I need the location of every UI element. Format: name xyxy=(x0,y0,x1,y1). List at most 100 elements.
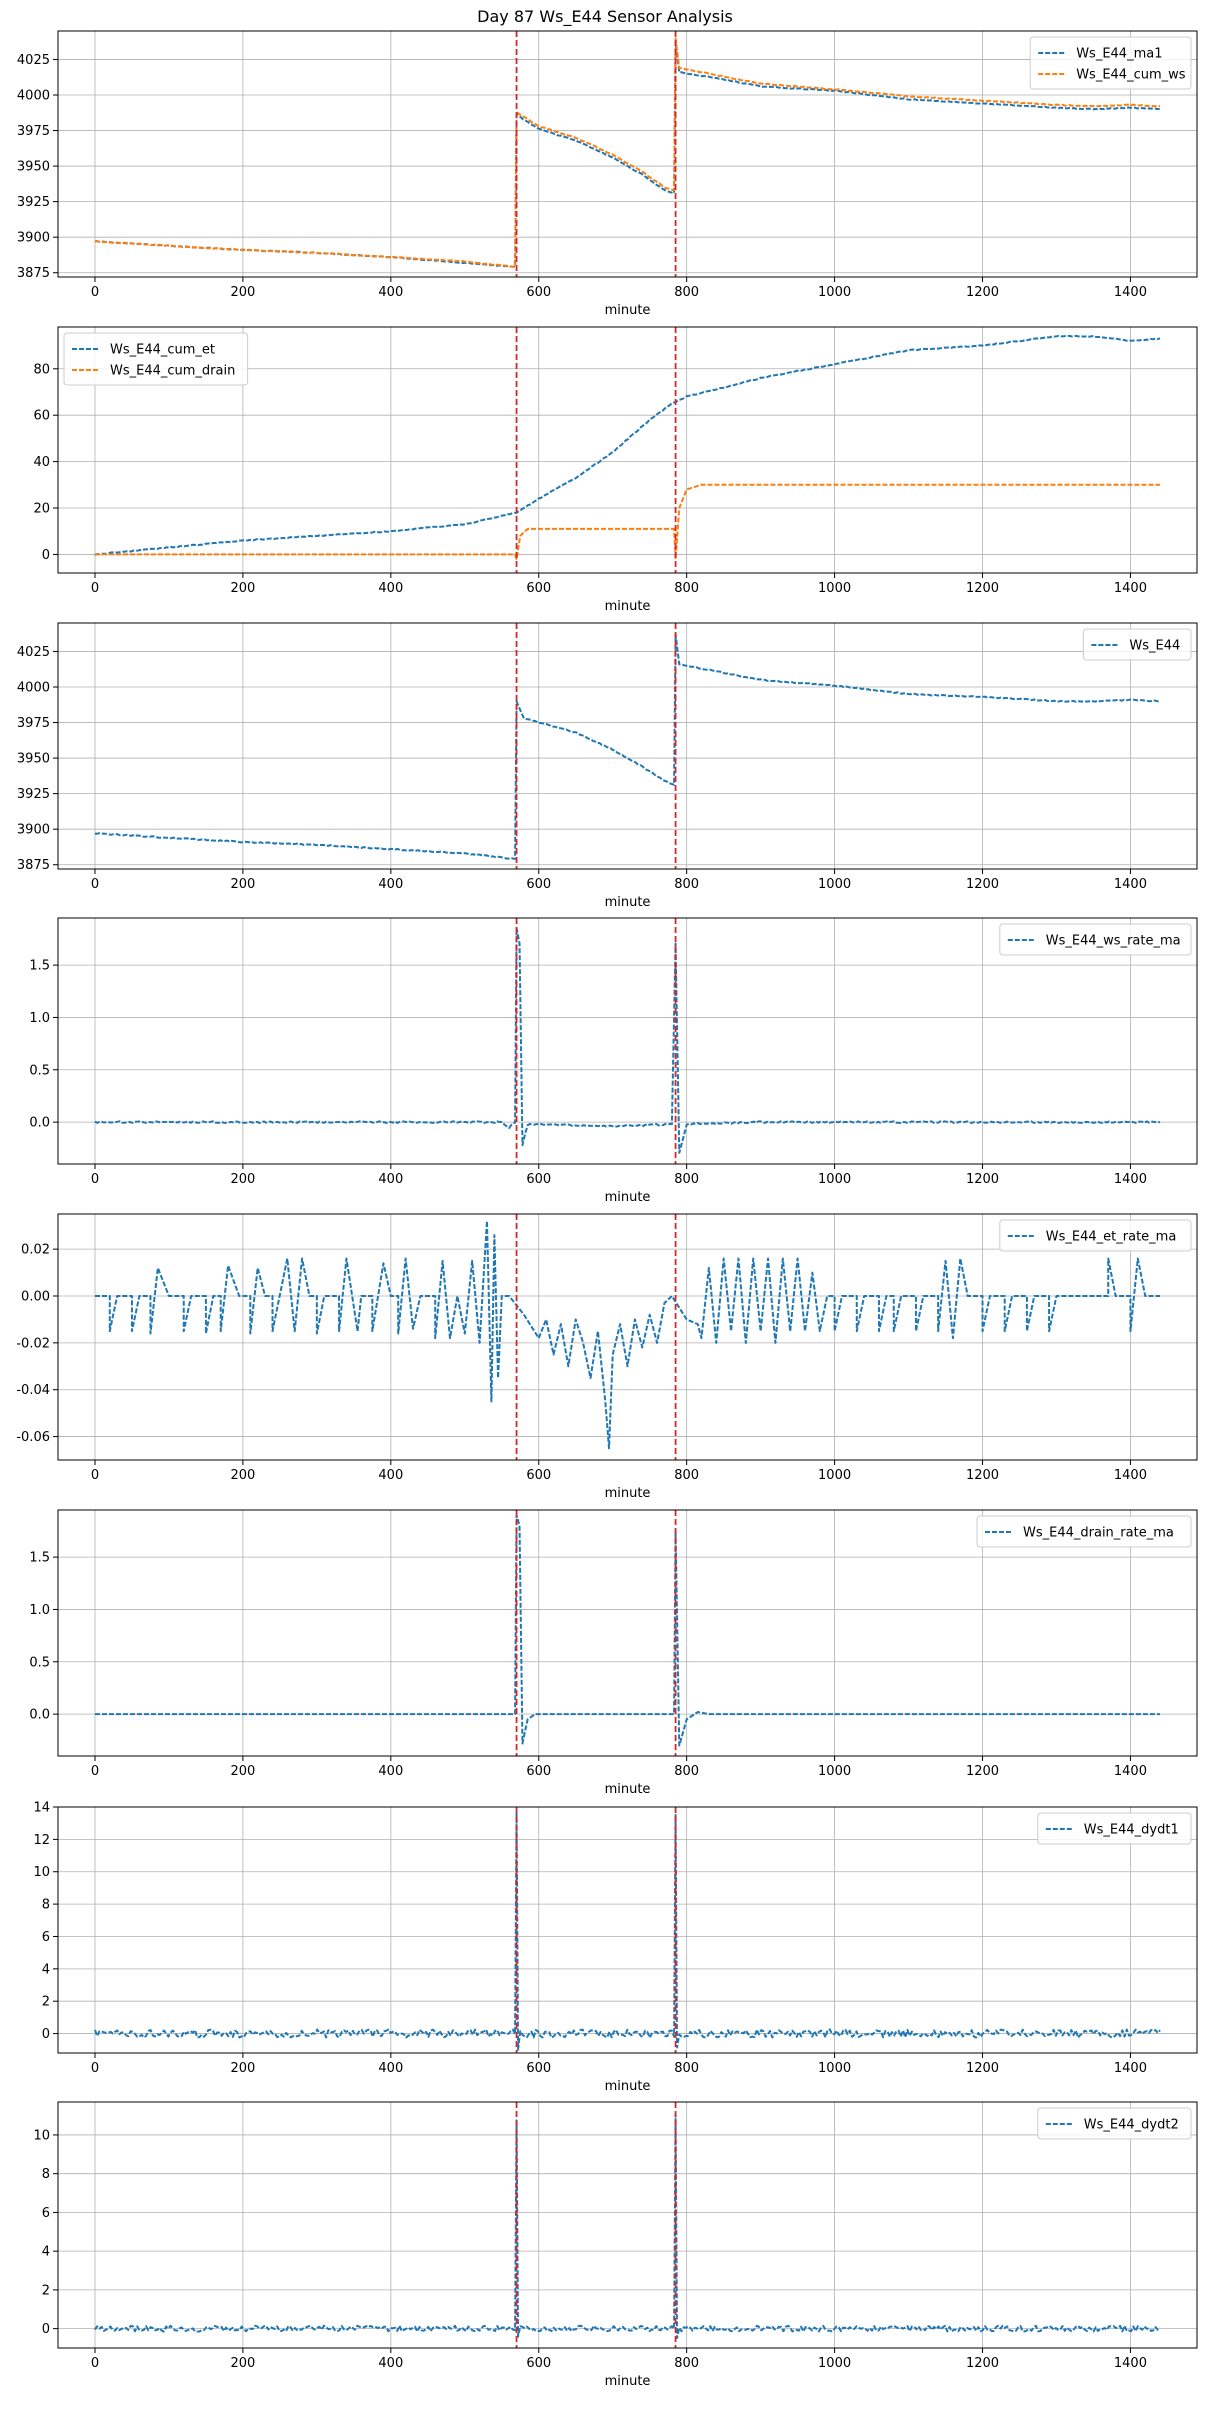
y-tick-label: 80 xyxy=(33,362,50,377)
y-tick-label: -0.02 xyxy=(16,1336,50,1351)
x-tick-label: 1200 xyxy=(966,1172,999,1187)
x-tick-label: 400 xyxy=(378,877,403,892)
x-tick-label: 1200 xyxy=(966,877,999,892)
axes-frame xyxy=(57,622,1198,870)
y-tick-label: 1.5 xyxy=(29,959,50,974)
legend: Ws_E44_cum_et Ws_E44_cum_drain xyxy=(63,332,249,386)
legend: Ws_E44 xyxy=(1082,628,1192,661)
x-tick-label: 600 xyxy=(526,1172,551,1187)
y-tick-label: 1.5 xyxy=(29,1551,50,1566)
x-tick-label: 800 xyxy=(674,1172,699,1187)
y-tick-label: 0.02 xyxy=(21,1243,50,1258)
axes-frame xyxy=(57,1806,1198,2054)
x-tick-label: 0 xyxy=(91,2061,99,2076)
axes-frame xyxy=(57,30,1198,278)
x-tick-label: 800 xyxy=(674,1468,699,1483)
subplot-2: 0 200 400 600 800 1000 1200 1400 0 20 40 60 80 minute… xyxy=(33,326,1198,614)
y-tick-label: 1.0 xyxy=(29,1603,50,1618)
plot-area xyxy=(94,327,1161,573)
plot-area xyxy=(94,623,1161,869)
x-tick-label: 1000 xyxy=(818,1468,851,1483)
x-tick-label: 1400 xyxy=(1114,877,1147,892)
series-line-Ws_E44_dydt1 xyxy=(94,1812,1161,2051)
y-tick-label: 2 xyxy=(42,1995,50,2010)
x-tick-label: 600 xyxy=(526,2061,551,2076)
y-tick-label: 10 xyxy=(33,2128,50,2143)
x-tick-label: 0 xyxy=(91,581,99,596)
plot-area xyxy=(94,1214,1161,1460)
x-tick-label: 800 xyxy=(674,1764,699,1779)
y-tick-label: 6 xyxy=(42,2206,50,2221)
axes-frame xyxy=(57,917,1198,1165)
y-tick-label: 3925 xyxy=(17,195,50,210)
series-line-Ws_E44_ws_rate_ma xyxy=(94,926,1161,1154)
x-tick-label: 800 xyxy=(674,581,699,596)
series-line-Ws_E44_ma1 xyxy=(94,41,1161,268)
y-tick-label: 0.0 xyxy=(29,1708,50,1723)
x-tick-label: 0 xyxy=(91,1764,99,1779)
plot-area xyxy=(94,1807,1161,2053)
series-line-Ws_E44_cum_ws xyxy=(94,37,1161,268)
x-tick-label: 400 xyxy=(378,2356,403,2371)
subplot-5: 0 200 400 600 800 1000 1200 1400 -0.06 -0.04 -0.02… xyxy=(16,1213,1198,1501)
x-axis-label: minute xyxy=(605,599,651,614)
series-line-Ws_E44_et_rate_ma xyxy=(94,1220,1161,1450)
x-tick-label: 600 xyxy=(526,2356,551,2371)
y-tick-label: 0.5 xyxy=(29,1655,50,1670)
x-tick-label: 1200 xyxy=(966,285,999,300)
x-tick-label: 200 xyxy=(230,285,255,300)
x-tick-label: 0 xyxy=(91,1468,99,1483)
y-tick-label: 3975 xyxy=(17,716,50,731)
subplot-1: 0 200 400 600 800 1000 1200 1400 3875 3900 3925 395… xyxy=(17,30,1198,318)
y-tick-label: 3925 xyxy=(17,787,50,802)
x-axis-label: minute xyxy=(605,2374,651,2389)
subplot-3: 0 200 400 600 800 1000 1200 1400 3875 3900 3925 395… xyxy=(17,622,1198,910)
y-tick-label: 4 xyxy=(42,1962,50,1977)
legend-label: Ws_E44_cum_drain xyxy=(110,364,235,379)
plot-area xyxy=(94,918,1161,1164)
x-tick-label: 200 xyxy=(230,1172,255,1187)
x-tick-label: 1000 xyxy=(818,1764,851,1779)
x-tick-label: 200 xyxy=(230,1764,255,1779)
x-tick-label: 400 xyxy=(378,2061,403,2076)
x-tick-label: 1000 xyxy=(818,285,851,300)
y-tick-label: 40 xyxy=(33,455,50,470)
legend-label: Ws_E44_ws_rate_ma xyxy=(1046,934,1181,949)
x-tick-label: 800 xyxy=(674,285,699,300)
series-line-Ws_E44_drain_rate_ma xyxy=(94,1514,1161,1747)
legend: Ws_E44_dydt2 xyxy=(1037,2107,1192,2140)
x-axis-label: minute xyxy=(605,2079,651,2094)
x-tick-label: 1200 xyxy=(966,1764,999,1779)
legend-box xyxy=(976,1515,1192,1548)
y-tick-label: 8 xyxy=(42,1898,50,1913)
plot-area xyxy=(94,31,1161,277)
x-tick-label: 800 xyxy=(674,2061,699,2076)
legend: Ws_E44_ma1 Ws_E44_cum_ws xyxy=(1029,36,1192,90)
legend: Ws_E44_dydt1 xyxy=(1037,1812,1192,1845)
legend-label: Ws_E44_cum_ws xyxy=(1076,68,1186,83)
y-tick-label: 20 xyxy=(33,502,50,517)
legend-box xyxy=(999,1219,1192,1252)
subplot-4: 0 200 400 600 800 1000 1200 1400 0.0 0.5 1.0 1.5 min… xyxy=(29,917,1198,1205)
x-tick-label: 1400 xyxy=(1114,2356,1147,2371)
y-tick-label: 3875 xyxy=(17,266,50,281)
y-tick-label: 0.00 xyxy=(21,1290,50,1305)
x-axis-label: minute xyxy=(605,1782,651,1797)
x-tick-label: 1000 xyxy=(818,877,851,892)
y-tick-label: 4025 xyxy=(17,645,50,660)
x-tick-label: 600 xyxy=(526,877,551,892)
x-tick-label: 200 xyxy=(230,2356,255,2371)
axes-frame xyxy=(57,2101,1198,2349)
x-tick-label: 600 xyxy=(526,285,551,300)
x-tick-label: 1200 xyxy=(966,1468,999,1483)
y-tick-label: 60 xyxy=(33,409,50,424)
series-line-Ws_E44_dydt2 xyxy=(94,2113,1161,2340)
legend-box xyxy=(999,923,1192,956)
series-line-Ws_E44 xyxy=(94,633,1161,860)
x-tick-label: 400 xyxy=(378,581,403,596)
y-tick-label: 0 xyxy=(42,2027,50,2042)
y-tick-label: 3900 xyxy=(17,823,50,838)
x-tick-label: 1000 xyxy=(818,2061,851,2076)
y-tick-label: 6 xyxy=(42,1930,50,1945)
